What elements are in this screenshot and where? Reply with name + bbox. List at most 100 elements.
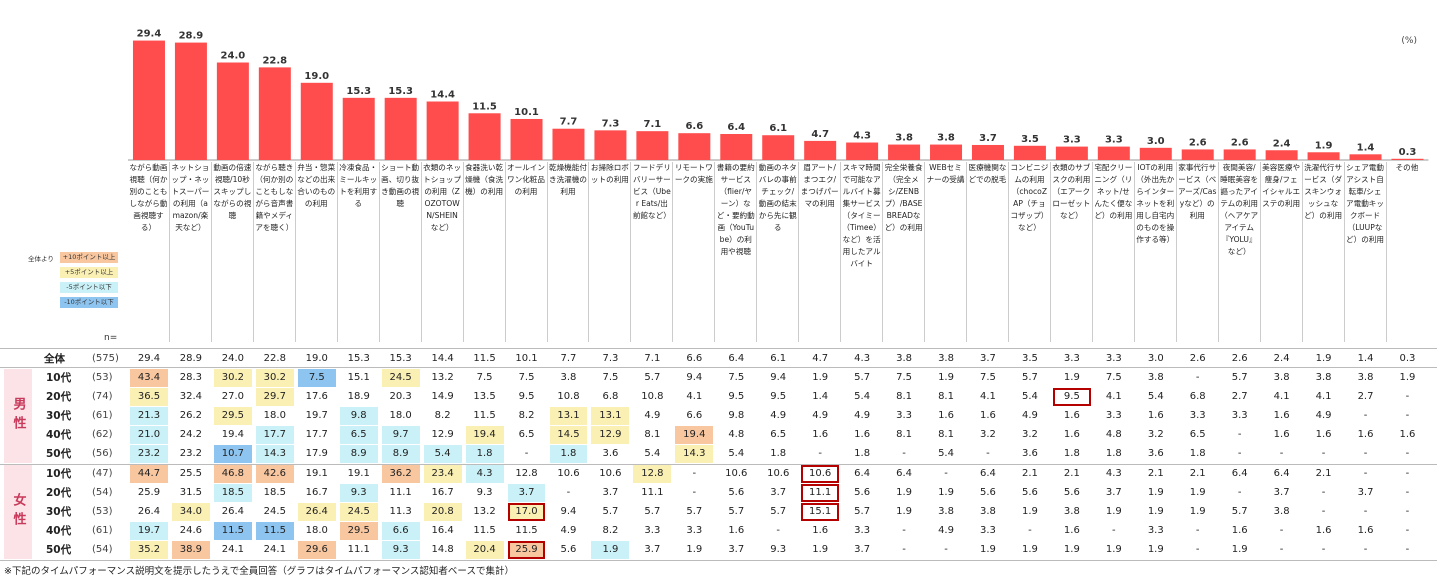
table-cell: - [1363, 506, 1368, 517]
bar-value-label: 3.8 [895, 133, 913, 144]
table-cell: 7.5 [728, 372, 745, 383]
table-cell: 3.8 [1063, 506, 1080, 517]
table-cell: 3.7 [1273, 487, 1290, 498]
table-cell: 14.8 [431, 544, 454, 555]
table-cell: 1.6 [1273, 410, 1290, 421]
table-cell: 3.8 [1147, 372, 1164, 383]
table-cell: 1.9 [1105, 506, 1122, 517]
column-divider [378, 162, 380, 342]
table-cell: 5.7 [854, 372, 871, 383]
table-cell: 3.8 [938, 506, 954, 517]
bar [804, 140, 837, 160]
table-cell: - [1405, 525, 1410, 536]
table-cell: 28.3 [179, 372, 203, 383]
table-cell: 10.6 [767, 468, 790, 479]
category-label: 弁当・惣菜などの出来合いのものの利用 [297, 163, 336, 208]
bar [300, 82, 333, 160]
category-label: その他 [1395, 163, 1419, 172]
table-cell: 28.9 [179, 353, 203, 364]
bar [384, 97, 417, 160]
bar [1391, 158, 1424, 160]
table-cell: 7.7 [560, 353, 577, 364]
table-cell: 7.5 [297, 369, 336, 387]
table-cell: 20.8 [423, 503, 462, 521]
table-cell: 9.3 [339, 484, 378, 502]
table-cell: 1.9 [1189, 487, 1206, 498]
table-cell: 3.2 [980, 429, 996, 440]
table-cell: 1.6 [1357, 525, 1374, 536]
table-cell: 3.3 [1105, 410, 1122, 421]
table-cell: 19.4 [675, 426, 714, 444]
table-cell: 12.9 [591, 426, 630, 444]
category-label: 書籍の要約サービス（flier/ヤーン）など・要約動画（YouTube）の利用や… [716, 163, 755, 256]
category-label: スキマ時間で可能なアルバイト募集サービス（タイミー（Timee）など）を活用した… [842, 163, 881, 268]
table-cell: 4.1 [1273, 391, 1290, 402]
table-cell: 3.7 [980, 353, 996, 364]
bar [258, 67, 291, 160]
column-divider [1343, 162, 1345, 342]
column-divider [1007, 162, 1009, 342]
bar [678, 133, 711, 160]
table-cell: 1.8 [1189, 448, 1206, 459]
table-cell: 16.4 [431, 525, 454, 536]
table-cell: 5.4 [1021, 391, 1038, 402]
category-label: 家事代行サービス（ベアーズ/Casyなど）の利用 [1178, 163, 1217, 220]
table-cell: 9.7 [381, 426, 420, 444]
table-cell: 10.6 [599, 468, 622, 479]
bar [1013, 145, 1046, 160]
table-cell: 15.1 [801, 503, 840, 521]
table-cell: 24.1 [263, 544, 286, 555]
bar-value-label: 6.1 [769, 123, 787, 134]
category-label: 食器洗い乾燥機（食洗機）の利用 [465, 163, 504, 196]
bar [426, 101, 459, 160]
table-cell: 6.6 [686, 353, 703, 364]
column-divider [1091, 162, 1093, 342]
n-label: n= [104, 333, 118, 343]
column-divider [966, 162, 967, 342]
bar-value-label: 10.1 [514, 107, 539, 118]
column-divider [1133, 162, 1135, 342]
table-cell: 46.8 [213, 465, 252, 483]
table-cell: 3.0 [1147, 353, 1164, 364]
bar-value-label: 7.7 [560, 117, 578, 128]
bar-value-label: 6.4 [727, 122, 745, 133]
bar-value-label: 4.3 [853, 131, 871, 142]
table-cell: 1.9 [1399, 372, 1416, 383]
table-cell: 3.8 [1315, 372, 1332, 383]
table-cell: 22.8 [263, 353, 286, 364]
table-cell: 1.9 [591, 541, 630, 559]
table-cell: 29.4 [137, 353, 161, 364]
table-cell: 23.4 [423, 465, 462, 483]
category-label: 動画のネタバレの事前チェック/動画の結末から先に観る [758, 163, 797, 232]
table-cell: 6.4 [1273, 468, 1290, 479]
table-cell: - [1363, 544, 1368, 555]
table-cell: 29.5 [213, 407, 252, 425]
column-divider [672, 162, 674, 342]
table-cell: 17.7 [305, 429, 328, 440]
bar [1139, 147, 1172, 160]
table-cell: 1.9 [1063, 544, 1080, 555]
table-cell: 3.3 [1147, 525, 1164, 536]
table-cell: 3.8 [938, 353, 954, 364]
table-cell: 25.5 [179, 468, 203, 479]
category-label: 眉アート/まつエク/まつげパーマの利用 [800, 163, 839, 208]
table-cell: 3.7 [1357, 487, 1374, 498]
table-cell: 3.2 [1147, 429, 1164, 440]
table-cell: 5.6 [728, 487, 745, 498]
table-cell: 5.6 [560, 544, 577, 555]
table-cell: 1.9 [938, 487, 954, 498]
table-cell: 4.3 [1105, 468, 1122, 479]
bar-value-label: 3.0 [1147, 136, 1165, 147]
table-cell: - [566, 487, 571, 498]
table-cell: 1.6 [1063, 429, 1080, 440]
column-divider [1049, 162, 1051, 342]
table-cell: 5.7 [728, 506, 745, 517]
table-cell: 5.6 [854, 487, 871, 498]
bar [888, 144, 921, 160]
bar [1181, 149, 1214, 160]
table-cell: 1.8 [770, 448, 787, 459]
table-cell: 3.3 [1231, 410, 1248, 421]
table-cell: 29.7 [255, 388, 294, 406]
category-label: 美容医療や痩身/フェイシャルエステの利用 [1262, 163, 1301, 208]
bar-value-label: 1.9 [1315, 140, 1333, 151]
